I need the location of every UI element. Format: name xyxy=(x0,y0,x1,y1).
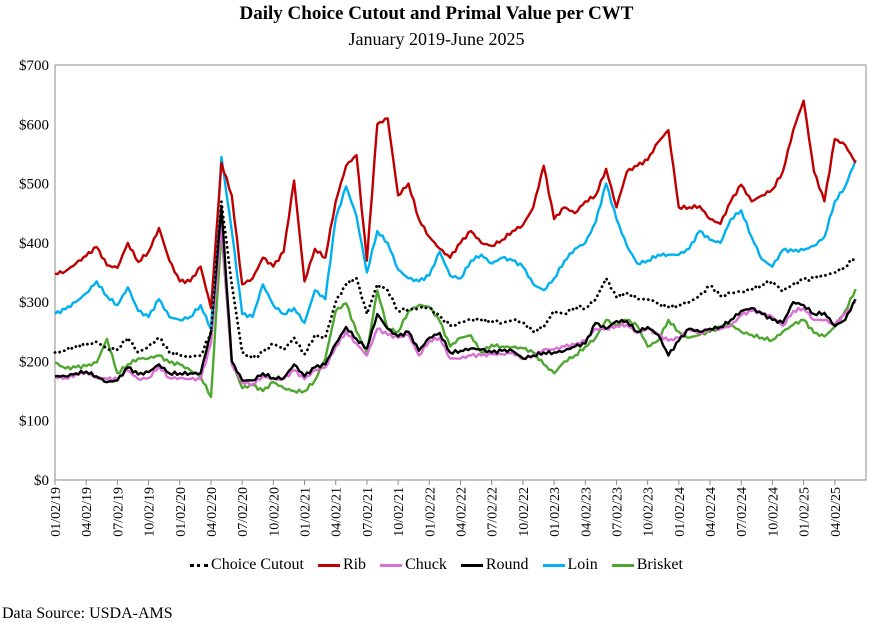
x-tick-label: 10/02/21 xyxy=(392,487,407,537)
y-tick-label: $100 xyxy=(19,414,49,430)
y-tick-label: $0 xyxy=(34,473,49,489)
y-tick-label: $600 xyxy=(19,117,49,133)
x-tick-label: 04/02/20 xyxy=(205,487,220,537)
x-tick-label: 04/02/22 xyxy=(455,487,470,537)
y-tick-label: $400 xyxy=(19,236,49,252)
legend-item-loin: Loin xyxy=(542,556,598,574)
legend-item-choice-cutout: Choice Cutout xyxy=(190,556,304,574)
legend-label: Loin xyxy=(567,556,598,573)
legend-label: Chuck xyxy=(405,556,447,573)
x-tick-label: 10/02/19 xyxy=(143,487,158,537)
legend-label: Rib xyxy=(342,556,367,573)
y-tick-label: $500 xyxy=(19,177,49,193)
x-tick-label: 07/02/24 xyxy=(735,487,750,537)
series-line-loin xyxy=(54,155,857,330)
x-tick-label: 07/02/22 xyxy=(486,487,501,537)
legend-item-rib: Rib xyxy=(317,556,367,574)
legend-swatch xyxy=(380,563,403,567)
series-line-rib xyxy=(54,99,857,310)
x-tick-label: 01/02/20 xyxy=(174,487,189,537)
x-tick-label: 04/02/25 xyxy=(829,487,844,537)
x-tick-label: 01/02/22 xyxy=(423,487,438,537)
x-tick-label: 04/02/19 xyxy=(80,487,95,537)
x-tick-label: 07/02/21 xyxy=(361,487,376,537)
y-tick-label: $700 xyxy=(19,58,49,74)
legend-label: Round xyxy=(485,556,529,573)
legend-item-brisket: Brisket xyxy=(611,556,683,574)
data-source-note: Data Source: USDA-AMS xyxy=(2,605,173,622)
x-tick-label: 01/02/23 xyxy=(548,487,563,537)
legend-swatch xyxy=(460,563,483,567)
plot-area xyxy=(54,64,867,481)
x-tick-label: 01/02/21 xyxy=(299,487,314,537)
y-tick-label: $200 xyxy=(19,354,49,370)
x-tick-label: 01/02/19 xyxy=(49,487,64,537)
legend-swatch xyxy=(190,563,209,567)
x-tick-label: 04/02/21 xyxy=(330,487,345,537)
chart-title: Daily Choice Cutout and Primal Value per… xyxy=(239,3,634,24)
x-tick-label: 10/02/24 xyxy=(766,487,781,537)
x-tick-label: 10/02/22 xyxy=(517,487,532,537)
series-line-choice-cutout xyxy=(53,200,857,360)
legend: Choice Cutout Rib Chuck Round Loin Brisk… xyxy=(0,556,873,574)
x-tick-label: 04/02/23 xyxy=(579,487,594,537)
x-tick-label: 10/02/23 xyxy=(642,487,657,537)
x-tick-label: 07/02/20 xyxy=(236,487,251,537)
legend-label: Choice Cutout xyxy=(211,556,304,573)
legend-label: Brisket xyxy=(636,556,683,573)
y-tick-label: $300 xyxy=(19,295,49,311)
x-tick-label: 01/02/24 xyxy=(673,487,688,537)
x-tick-label: 07/02/19 xyxy=(111,487,126,537)
x-tick-label: 07/02/23 xyxy=(610,487,625,537)
legend-swatch xyxy=(317,563,340,567)
series-line-round xyxy=(54,206,857,384)
series-line-chuck xyxy=(54,223,857,387)
chart-subtitle: January 2019-June 2025 xyxy=(348,29,525,49)
legend-swatch xyxy=(611,563,634,567)
x-tick-label: 10/02/20 xyxy=(267,487,282,537)
legend-swatch xyxy=(542,563,565,567)
legend-item-chuck: Chuck xyxy=(380,556,447,574)
x-tick-label: 04/02/24 xyxy=(704,487,719,537)
legend-item-round: Round xyxy=(460,556,529,574)
x-tick-label: 01/02/25 xyxy=(798,487,813,537)
